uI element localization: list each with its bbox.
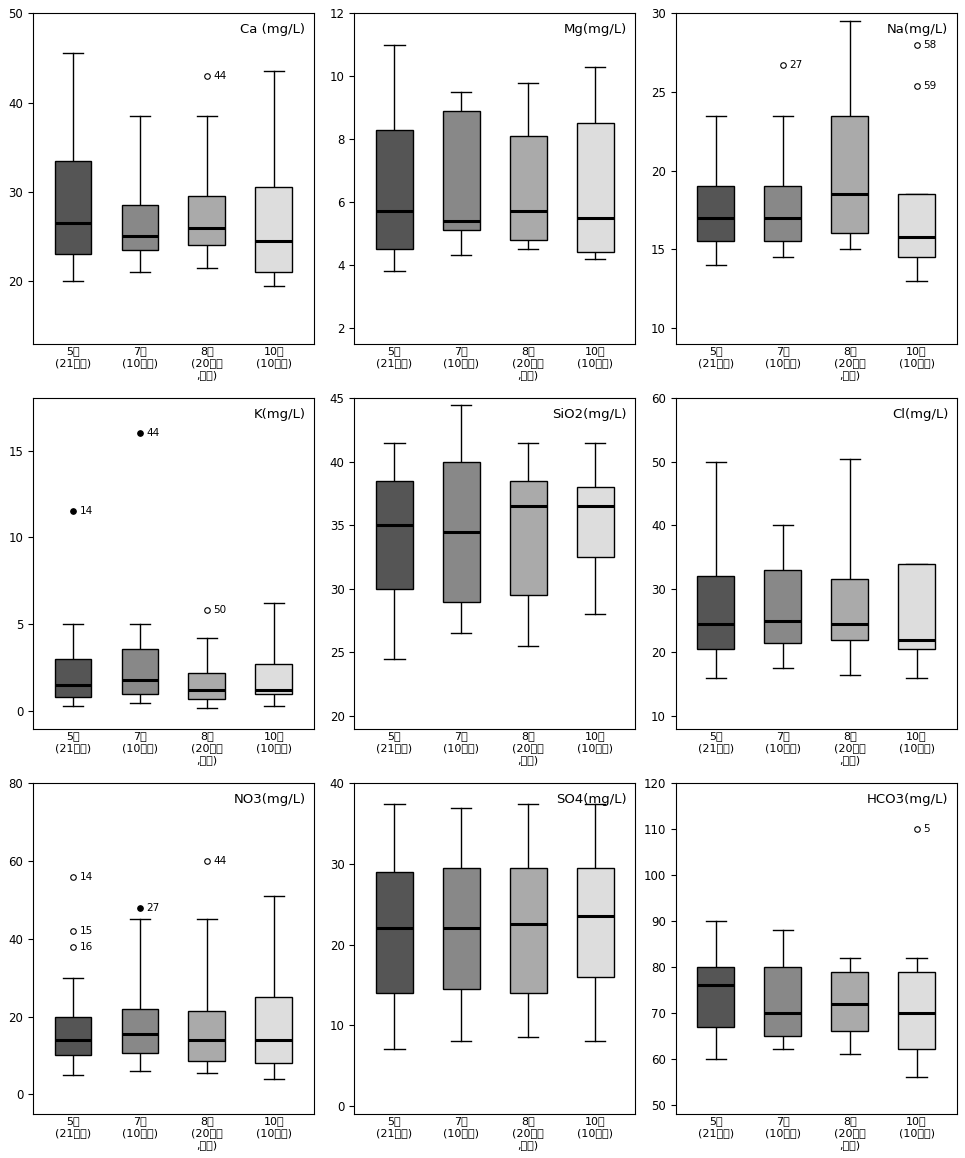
Bar: [376, 872, 413, 992]
Bar: [256, 997, 292, 1063]
Text: Ca (mg/L): Ca (mg/L): [240, 23, 306, 36]
Bar: [831, 972, 868, 1031]
Bar: [122, 648, 158, 694]
Text: 5: 5: [924, 824, 930, 835]
Bar: [898, 564, 935, 650]
Text: Na(mg/L): Na(mg/L): [887, 23, 949, 36]
Bar: [831, 116, 868, 234]
Text: 27: 27: [147, 903, 160, 913]
Bar: [188, 1011, 225, 1061]
Bar: [55, 1017, 92, 1055]
Bar: [510, 481, 546, 595]
Bar: [698, 967, 734, 1026]
Text: 59: 59: [924, 81, 936, 90]
Bar: [256, 665, 292, 694]
Bar: [376, 130, 413, 249]
Text: 58: 58: [924, 39, 936, 50]
Bar: [55, 659, 92, 697]
Bar: [443, 111, 480, 230]
Text: SO4(mg/L): SO4(mg/L): [556, 793, 627, 806]
Bar: [764, 570, 801, 643]
Text: 50: 50: [213, 606, 227, 615]
Text: 27: 27: [789, 60, 803, 71]
Text: 16: 16: [80, 941, 93, 952]
Text: SiO2(mg/L): SiO2(mg/L): [552, 409, 627, 422]
Text: 15: 15: [80, 926, 93, 936]
Bar: [256, 188, 292, 272]
Text: Mg(mg/L): Mg(mg/L): [564, 23, 627, 36]
Bar: [764, 967, 801, 1035]
Text: NO3(mg/L): NO3(mg/L): [234, 793, 306, 806]
Bar: [698, 577, 734, 650]
Text: Cl(mg/L): Cl(mg/L): [892, 409, 949, 422]
Bar: [510, 135, 546, 240]
Bar: [443, 462, 480, 602]
Bar: [122, 1009, 158, 1054]
Text: 44: 44: [213, 71, 227, 81]
Bar: [443, 868, 480, 989]
Text: 44: 44: [213, 856, 227, 866]
Text: 14: 14: [80, 506, 93, 516]
Bar: [831, 579, 868, 639]
Bar: [577, 488, 614, 557]
Text: HCO3(mg/L): HCO3(mg/L): [867, 793, 949, 806]
Text: K(mg/L): K(mg/L): [254, 409, 306, 422]
Bar: [55, 161, 92, 255]
Bar: [188, 673, 225, 699]
Bar: [577, 868, 614, 977]
Bar: [898, 972, 935, 1049]
Bar: [764, 186, 801, 241]
Bar: [510, 868, 546, 992]
Bar: [188, 197, 225, 245]
Bar: [898, 195, 935, 257]
Bar: [376, 481, 413, 589]
Bar: [577, 124, 614, 252]
Bar: [122, 205, 158, 250]
Text: 14: 14: [80, 872, 93, 881]
Text: 44: 44: [147, 428, 160, 438]
Bar: [698, 186, 734, 241]
